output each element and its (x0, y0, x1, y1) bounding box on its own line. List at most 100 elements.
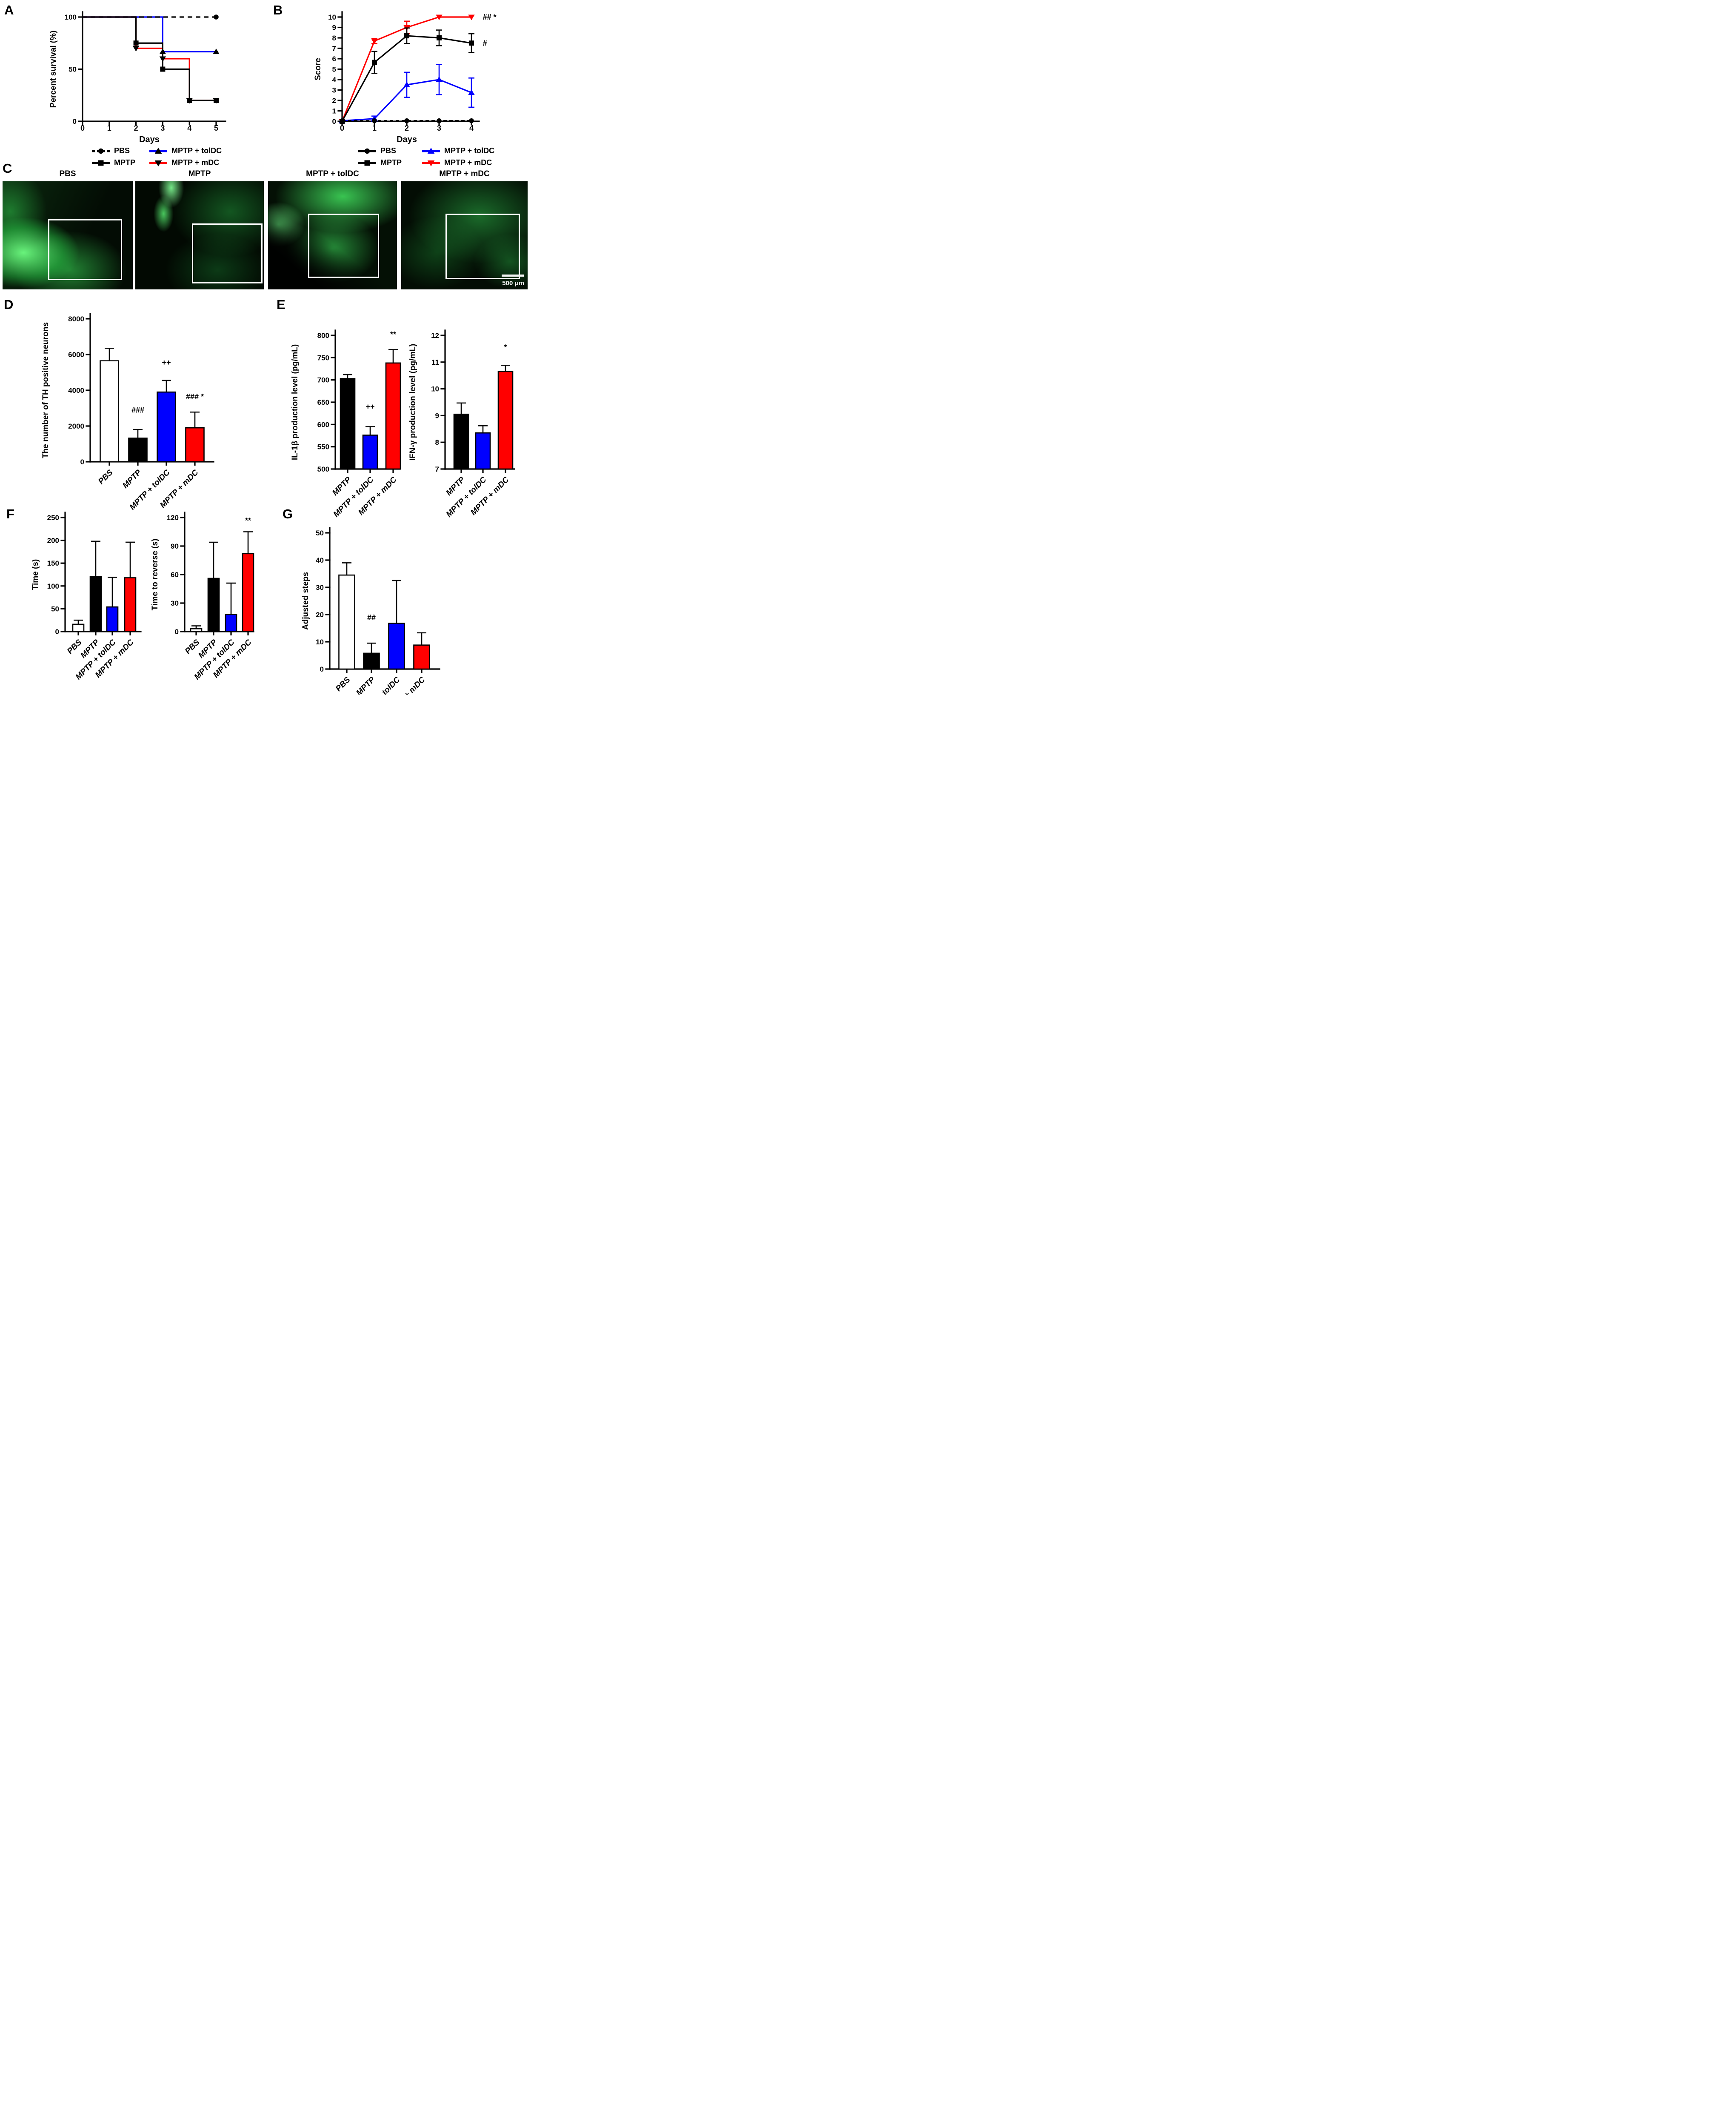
mptp-line-marker-icon (357, 159, 377, 167)
svg-text:4: 4 (332, 76, 337, 84)
figure-page: A B C D E F G 0 50 100 Percent survival (%)… (0, 0, 528, 695)
panel-E-chart-svg: 500 550 600 650 700 750 800 IL-1β production le… (291, 329, 401, 519)
legend-label: MPTP (380, 158, 402, 167)
svg-text:1: 1 (372, 124, 377, 132)
legend-item-toldc: MPTP + tolDC (148, 146, 222, 155)
bar-MPTP + mDC (497, 365, 514, 470)
svg-text:3: 3 (437, 124, 441, 132)
svg-text:PBS: PBS (97, 468, 115, 486)
mdc-line-marker-icon (148, 159, 168, 167)
roi-box (48, 219, 123, 280)
svg-text:Adjusted steps: Adjusted steps (301, 572, 310, 630)
svg-text:MPTP: MPTP (121, 468, 143, 490)
panel-letter-b: B (273, 3, 283, 17)
svg-text:40: 40 (316, 556, 324, 564)
roi-box (445, 214, 520, 279)
panel-letter-g: G (283, 506, 293, 521)
svg-text:7: 7 (332, 45, 336, 53)
series-MPTP (83, 16, 219, 103)
category-ticks (195, 632, 249, 635)
svg-text:650: 650 (317, 398, 329, 406)
svg-text:Score: Score (314, 58, 323, 80)
svg-text:++: ++ (162, 358, 171, 367)
series-PBS (340, 118, 474, 123)
svg-text:Time to reverse (s): Time to reverse (s) (151, 539, 160, 611)
legend-label: PBS (380, 146, 397, 155)
svg-text:Days: Days (397, 135, 417, 144)
svg-text:6: 6 (332, 55, 336, 63)
bar-MPTP (363, 642, 380, 670)
panel-a-survival-chart: 0 50 100 Percent survival (%) 0 1 2 3 4 5 Days (38, 0, 243, 145)
svg-text:**: ** (390, 330, 396, 339)
panel-letter-a: A (4, 3, 14, 17)
category-ticks (346, 669, 423, 673)
pbs-line-marker-icon (357, 147, 377, 155)
svg-text:++: ++ (365, 403, 374, 411)
micrograph-label-mdc: MPTP + mDC (439, 169, 490, 178)
micrograph-mptp (135, 181, 264, 289)
svg-text:### *: ### * (186, 392, 204, 401)
axes (78, 11, 226, 122)
svg-text:0: 0 (80, 458, 84, 466)
micrograph-toldc (268, 181, 397, 289)
panel-A-chart-svg: 0 50 100 Percent survival (%) 0 1 2 3 4 5 Days (49, 11, 226, 144)
bar-MPTP + tolDC (157, 380, 176, 463)
bar-MPTP + mDC (242, 531, 254, 632)
mdc-line-marker-icon (421, 159, 441, 167)
category-ticks (460, 469, 506, 473)
svg-text:8: 8 (332, 34, 336, 42)
mptp-line-marker-icon (91, 159, 111, 167)
svg-text:Days: Days (139, 135, 160, 144)
legend-item-mptp: MPTP (357, 158, 421, 167)
bar-MPTP + mDC (413, 632, 430, 670)
svg-text:0: 0 (175, 628, 179, 636)
legend-item-mptp: MPTP (91, 158, 148, 167)
svg-text:1: 1 (107, 124, 111, 132)
svg-text:1: 1 (332, 107, 336, 115)
svg-text:750: 750 (317, 354, 329, 362)
panel-b-legend: PBS MPTP + tolDC MPTP MPTP + mDC (357, 146, 494, 167)
panel-d-th-neurons-chart: 0 2000 4000 6000 8000 The number of TH positi… (0, 297, 238, 524)
svg-text:30: 30 (171, 599, 179, 607)
svg-text:50: 50 (69, 66, 77, 74)
svg-text:0: 0 (320, 665, 324, 673)
bar-MPTP + mDC (124, 541, 137, 632)
micrograph-label-mptp: MPTP (188, 169, 211, 178)
bar-MPTP + tolDC (106, 577, 119, 632)
svg-text:0: 0 (55, 628, 59, 636)
roi-box (191, 223, 263, 283)
bar-MPTP (128, 429, 148, 463)
toldc-line-marker-icon (148, 147, 168, 155)
svg-text:#: # (483, 39, 487, 47)
svg-text:IFN-γ production level (pg/mL): IFN-γ production level (pg/mL) (408, 344, 417, 460)
legend-item-pbs: PBS (91, 146, 148, 155)
svg-text:2: 2 (332, 97, 336, 105)
category-ticks (77, 632, 131, 635)
svg-text:7: 7 (435, 465, 439, 473)
svg-text:Percent survival (%): Percent survival (%) (49, 31, 58, 108)
svg-text:5: 5 (332, 66, 336, 74)
svg-text:150: 150 (47, 559, 59, 567)
svg-text:100: 100 (65, 13, 77, 21)
scale-bar (502, 275, 524, 277)
category-ticks (108, 462, 196, 466)
svg-text:4000: 4000 (68, 386, 84, 395)
panel-e-ifng-chart: 7 8 9 10 11 12 IFN-γ production level (pg/mL) M… (404, 297, 528, 524)
legend-item-mdc: MPTP + mDC (148, 158, 222, 167)
bar-MPTP + tolDC (225, 582, 237, 632)
legend-label: MPTP + mDC (171, 158, 220, 167)
svg-text:## *: ## * (483, 13, 497, 21)
svg-text:MPTP: MPTP (354, 675, 377, 695)
svg-text:50: 50 (51, 605, 59, 613)
bar-MPTP (340, 374, 356, 470)
bar-MPTP + mDC (185, 411, 205, 463)
svg-text:30: 30 (316, 583, 324, 592)
svg-text:0: 0 (80, 124, 85, 132)
svg-text:4: 4 (187, 124, 191, 132)
bar-PBS (72, 619, 85, 632)
bar-MPTP + tolDC (475, 425, 491, 470)
svg-text:2: 2 (134, 124, 138, 132)
